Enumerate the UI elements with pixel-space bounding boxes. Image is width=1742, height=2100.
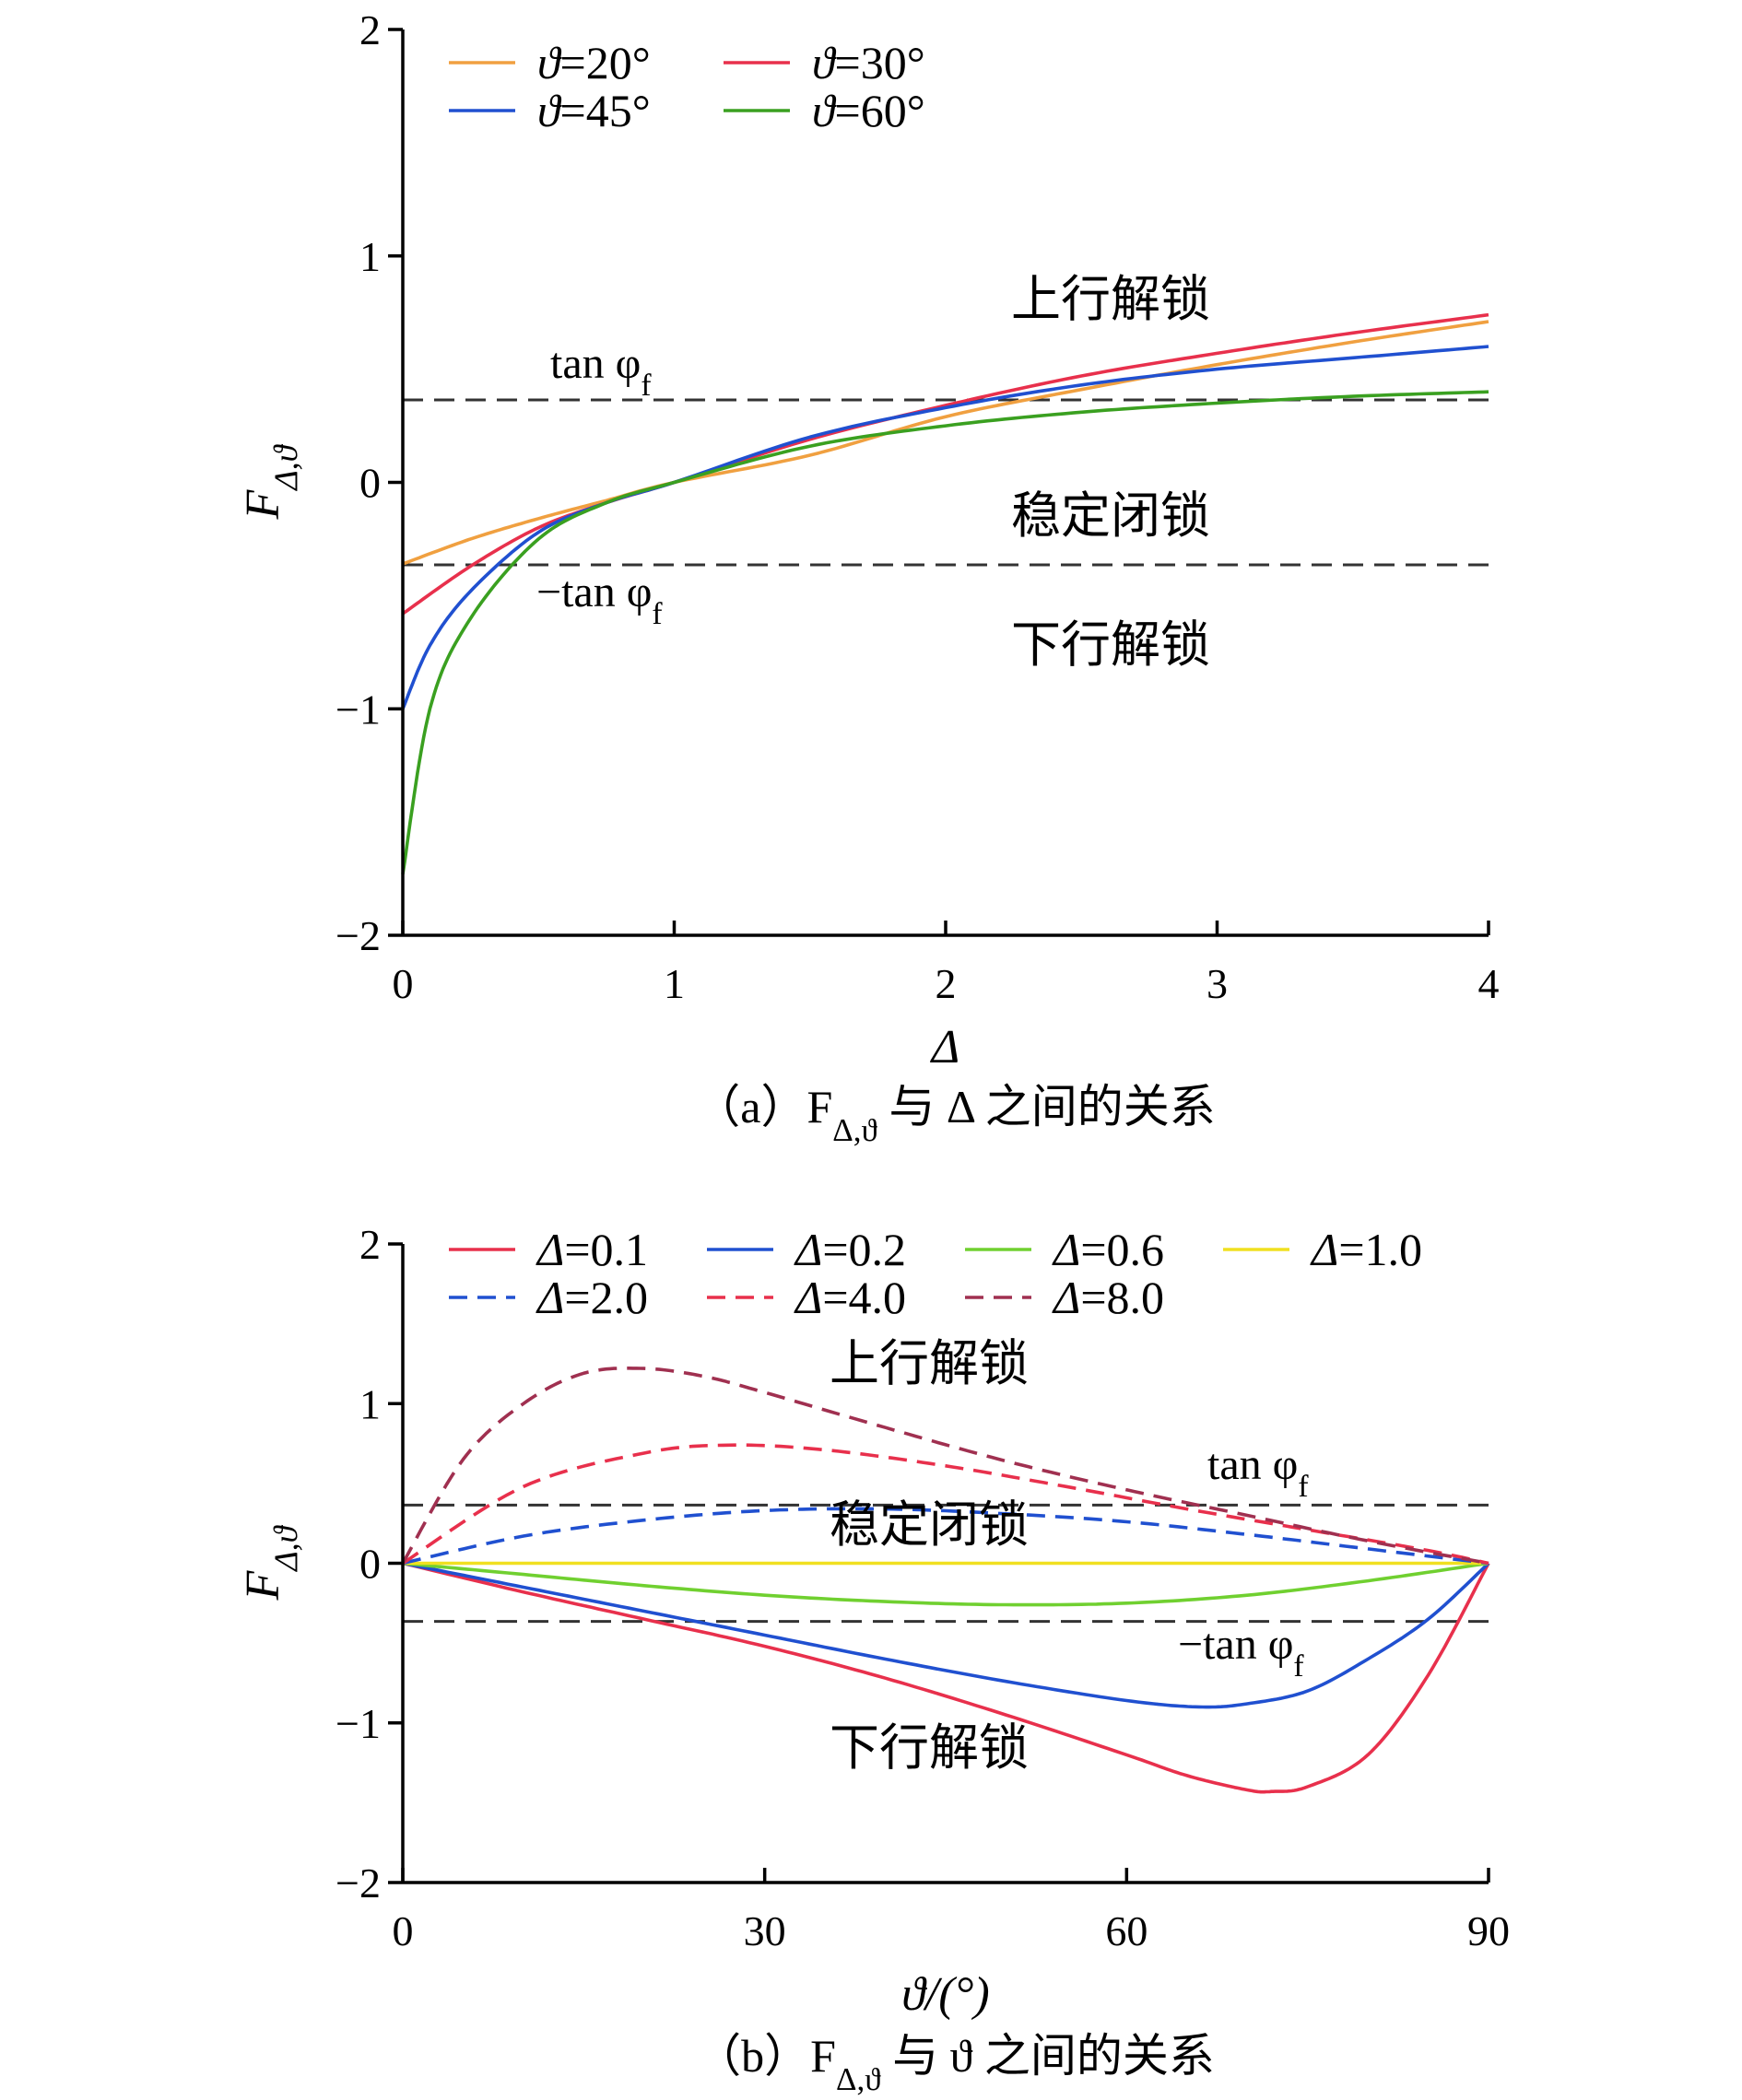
panel-b-series-line (402, 1561, 1490, 1709)
panel-b-y-tick-label: −1 (335, 1700, 381, 1747)
panel-b-reference-label: tan φf (1207, 1440, 1309, 1504)
panel-a-y-tick-label: −2 (335, 912, 381, 959)
panel-b-region-label: 稳定闭锁 (830, 1496, 1029, 1554)
panel-b-series-line (402, 1507, 1489, 1566)
panel-b-region-label: 下行解锁 (830, 1719, 1029, 1777)
panel-b-series-line (401, 1367, 1489, 1566)
panel-b-legend-label: Δ=4.0 (794, 1272, 906, 1323)
panel-a-reference-label: −tan φf (536, 568, 663, 631)
panel-a-y-tick-label: −1 (335, 686, 381, 733)
panel-a-x-tick-label: 1 (664, 960, 685, 1007)
panel-b-y-tick-label: −2 (335, 1859, 381, 1906)
panel-a-region-label: 上行解锁 (1011, 270, 1210, 328)
panel-a-series-line (402, 320, 1489, 566)
panel-a-chart: −2 −1 0 1 2 0 1 2 3 4 Δ FΔ,ϑ ϑ=20° ϑ=30° ϑ=45° ϑ=60° tan… (237, 6, 1500, 1148)
panel-a-caption: （a）FΔ,ϑ 与 Δ 之间的关系 (694, 1081, 1216, 1148)
panel-a-legend-label: ϑ=20° (537, 37, 651, 88)
panel-a-x-tick-label: 0 (393, 960, 414, 1007)
panel-a-region-label: 下行解锁 (1011, 616, 1210, 674)
panel-a-x-tick-label: 2 (936, 960, 957, 1007)
panel-a-x-tick-label: 3 (1206, 960, 1228, 1007)
panel-a-series-line (401, 390, 1489, 874)
panel-b-reference-label: −tan φf (1178, 1620, 1304, 1684)
panel-b-y-tick-label: 2 (359, 1221, 381, 1268)
panel-b-legend-label: Δ=0.6 (1052, 1224, 1164, 1275)
panel-a-x-tick-label: 4 (1478, 960, 1500, 1007)
panel-a-reference-label: tan φf (550, 339, 652, 403)
panel-b-legend-label: Δ=8.0 (1052, 1272, 1164, 1323)
panel-a-legend-label: ϑ=60° (812, 85, 925, 136)
panel-a-y-axis-label: FΔ,ϑ (237, 443, 304, 520)
panel-b-x-tick-label: 90 (1467, 1907, 1510, 1954)
panel-b-region-label: 上行解锁 (830, 1334, 1029, 1392)
panel-b-legend-label: Δ=2.0 (536, 1272, 648, 1323)
panel-a-series-line (401, 312, 1489, 616)
panel-b-y-tick-label: 1 (359, 1380, 381, 1427)
panel-b-legend-label: Δ=1.0 (1310, 1224, 1422, 1275)
panel-b-y-tick-label: 0 (359, 1541, 381, 1588)
panel-a-legend-label: ϑ=45° (537, 85, 651, 136)
panel-a-series-line (401, 345, 1489, 710)
panel-b-y-axis-label: FΔ,ϑ (237, 1524, 304, 1601)
panel-b-caption: （b）FΔ,ϑ 与 ϑ 之间的关系 (695, 2030, 1215, 2097)
panel-b-x-tick-label: 60 (1105, 1907, 1148, 1954)
panel-a-y-tick-label: 0 (359, 460, 381, 507)
panel-b-x-axis-label: ϑ/(°) (901, 1968, 989, 2021)
panel-b-x-tick-label: 30 (744, 1907, 786, 1954)
panel-b-series-line (402, 1561, 1489, 1607)
panel-b-legend-label: Δ=0.2 (794, 1224, 906, 1275)
panel-a-legend-label: ϑ=30° (812, 37, 925, 88)
panel-b-legend-label: Δ=0.1 (536, 1224, 648, 1275)
panel-b-x-tick-label: 0 (393, 1907, 414, 1954)
panel-a-x-axis-label: Δ (930, 1021, 960, 1073)
panel-a-y-tick-label: 1 (359, 233, 381, 280)
panel-b-series-line (402, 1561, 1490, 1794)
panel-a-y-tick-label: 2 (359, 6, 381, 53)
panel-a-region-label: 稳定闭锁 (1011, 487, 1210, 545)
